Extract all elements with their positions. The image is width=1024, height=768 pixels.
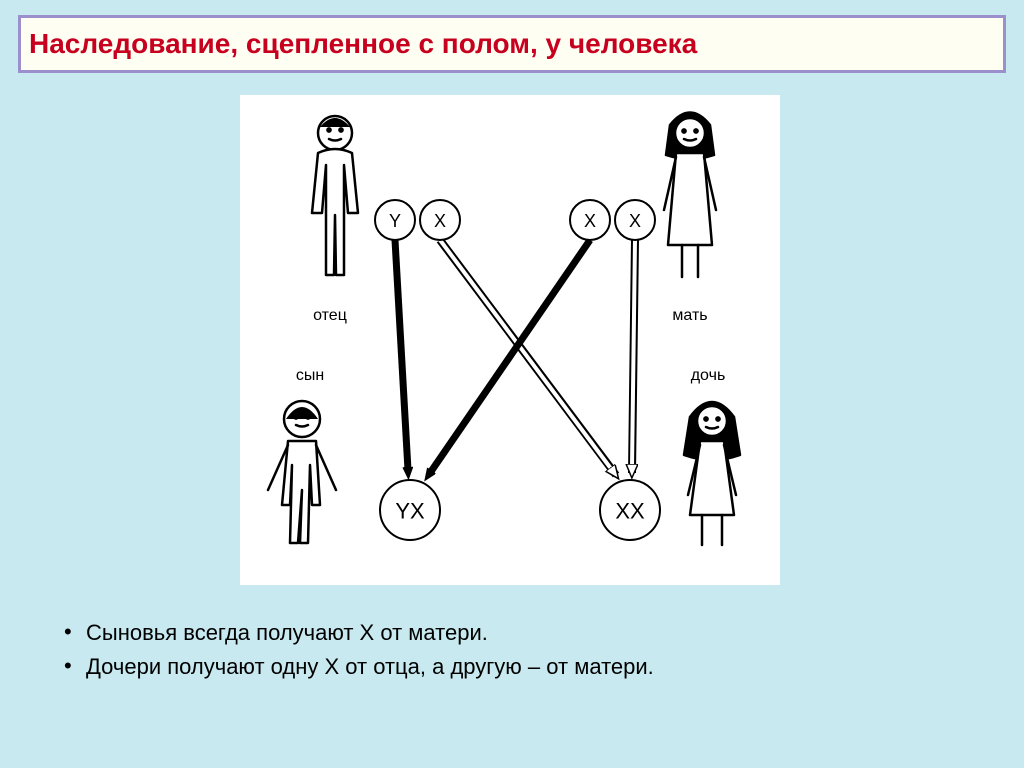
inheritance-svg: Y X X X YX XX отец мать сын дочь xyxy=(240,95,780,585)
father-figure xyxy=(312,116,358,275)
arrow-mother-x-to-daughter xyxy=(632,240,635,473)
mother-chrom-x1-label: X xyxy=(584,211,596,231)
father-label: отец xyxy=(313,307,347,324)
inheritance-diagram: Y X X X YX XX отец мать сын дочь xyxy=(240,95,780,585)
bullet-item: Дочери получают одну Х от отца, а другую… xyxy=(60,654,964,680)
page-title: Наследование, сцепленное с полом, у чело… xyxy=(29,28,697,60)
title-box: Наследование, сцепленное с полом, у чело… xyxy=(18,15,1006,73)
son-figure xyxy=(268,401,336,543)
father-chrom-y-label: Y xyxy=(389,211,401,231)
son-chrom-label: YX xyxy=(395,499,425,524)
arrow-father-y-to-son xyxy=(395,240,408,470)
arrow-mother-x-to-son xyxy=(430,240,590,473)
mother-figure xyxy=(664,113,716,278)
mother-chrom-x2-label: X xyxy=(629,211,641,231)
daughter-label: дочь xyxy=(691,367,726,384)
arrow-father-x-to-daughter xyxy=(440,240,616,475)
father-chrom-x-label: X xyxy=(434,211,446,231)
bullet-list: Сыновья всегда получают Х от матери. Доч… xyxy=(60,620,964,688)
daughter-chrom-label: XX xyxy=(615,499,645,524)
mother-label: мать xyxy=(672,307,707,324)
bullet-item: Сыновья всегда получают Х от матери. xyxy=(60,620,964,646)
son-label: сын xyxy=(296,367,324,384)
daughter-figure xyxy=(684,402,740,545)
